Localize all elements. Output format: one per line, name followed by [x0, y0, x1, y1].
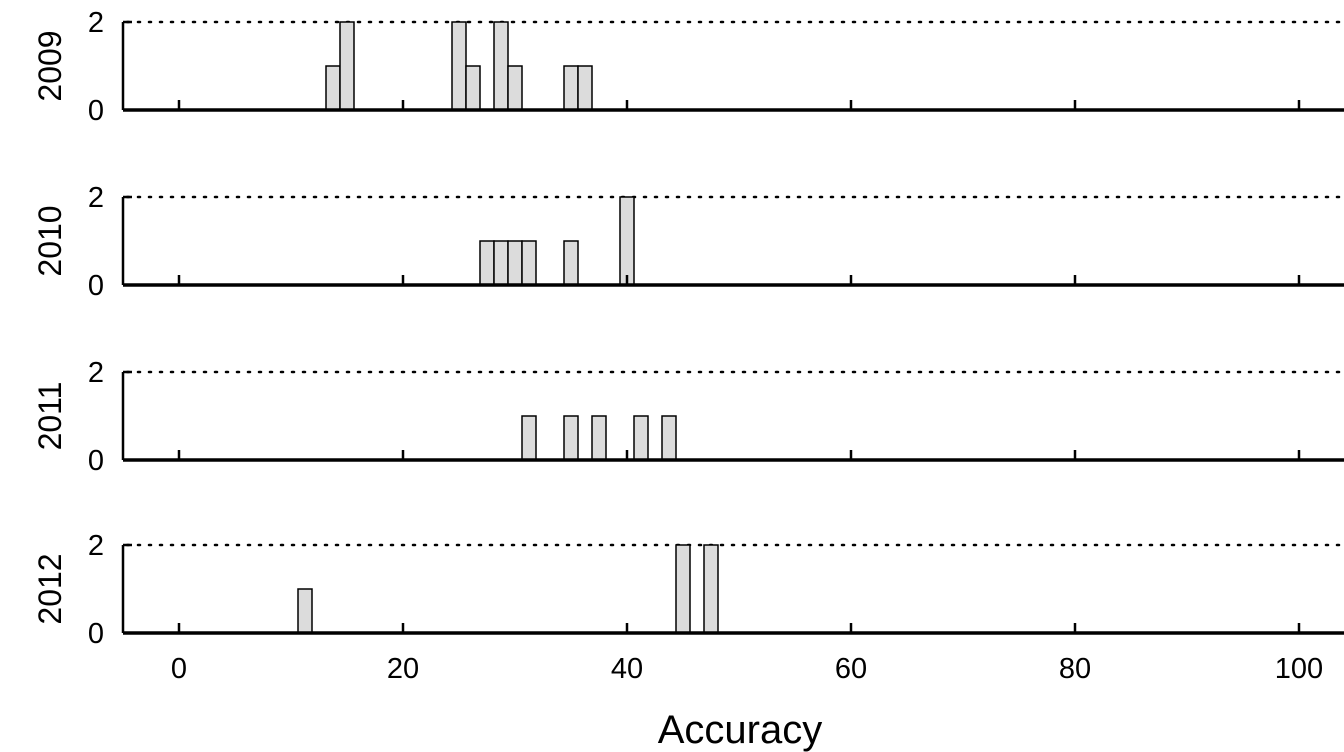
- histogram-bar: [563, 240, 579, 286]
- x-tick-label: 20: [387, 653, 419, 685]
- y-tick-label: 0: [88, 95, 104, 127]
- y-tick-label: 2: [88, 7, 104, 39]
- histogram-bar: [619, 196, 635, 286]
- histogram-bar: [451, 21, 467, 111]
- panel-year-label: 2012: [32, 553, 68, 624]
- histogram-bar: [563, 65, 579, 111]
- x-tick-label: 80: [1059, 653, 1091, 685]
- y-tick-label: 2: [88, 182, 104, 214]
- histogram-bar: [521, 240, 537, 286]
- histogram-bar: [563, 415, 579, 461]
- x-axis-title: Accuracy: [658, 708, 823, 752]
- histogram-bar: [493, 21, 509, 111]
- histogram-bar: [661, 415, 677, 461]
- histogram-bar: [703, 544, 719, 634]
- panel-year-label: 2011: [32, 382, 68, 451]
- y-tick-label: 2: [88, 357, 104, 389]
- histogram-bar: [493, 240, 509, 286]
- histogram-bar: [675, 544, 691, 634]
- histogram-bar: [465, 65, 481, 111]
- panel-year-label: 2010: [32, 205, 68, 276]
- x-tick-label: 40: [611, 653, 643, 685]
- y-tick-label: 0: [88, 618, 104, 650]
- histogram-bar: [591, 415, 607, 461]
- y-tick-label: 0: [88, 445, 104, 477]
- histogram-bar: [633, 415, 649, 461]
- x-tick-label: 0: [171, 653, 187, 685]
- histogram-bar: [507, 240, 523, 286]
- histogram-bar: [577, 65, 593, 111]
- x-tick-label: 60: [835, 653, 867, 685]
- x-tick-label: 100: [1275, 653, 1323, 685]
- panel-year-label: 2009: [32, 30, 68, 101]
- histogram-bar: [507, 65, 523, 111]
- y-tick-label: 0: [88, 270, 104, 302]
- y-tick-label: 2: [88, 530, 104, 562]
- histogram-bar: [339, 21, 355, 111]
- histogram-bar: [521, 415, 537, 461]
- histogram-bar: [325, 65, 341, 111]
- histogram-bar: [479, 240, 495, 286]
- histogram-bar: [297, 588, 313, 634]
